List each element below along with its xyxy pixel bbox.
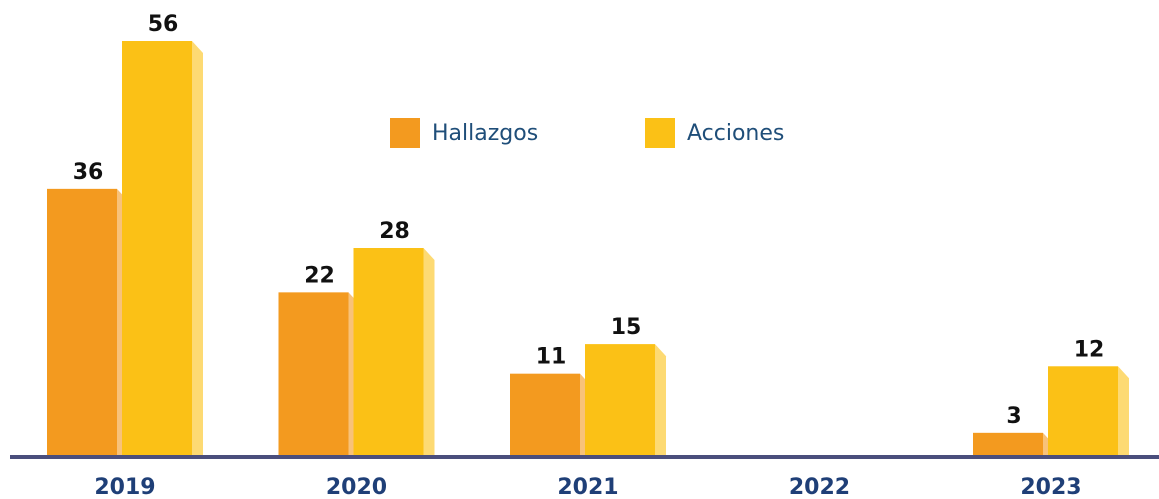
x-tick-label: 2019 — [94, 475, 155, 499]
data-label: 28 — [379, 219, 410, 244]
data-label: 36 — [73, 160, 104, 185]
data-label: 56 — [148, 12, 179, 37]
bar — [1048, 366, 1118, 455]
data-label: 15 — [611, 315, 642, 340]
bar — [278, 292, 349, 455]
bar — [585, 344, 655, 455]
x-tick-label: 2021 — [557, 475, 618, 499]
bar — [47, 188, 117, 455]
legend-label: Acciones — [687, 121, 784, 146]
bar — [122, 41, 192, 455]
legend-swatch — [390, 118, 420, 148]
bar — [510, 373, 580, 455]
data-label: 3 — [1006, 404, 1021, 429]
bar-side — [1118, 366, 1129, 455]
data-label: 22 — [304, 263, 335, 288]
bar-side — [192, 41, 203, 455]
data-label: 11 — [536, 345, 567, 370]
bar — [353, 248, 424, 455]
legend-label: Hallazgos — [432, 121, 538, 146]
x-tick-label: 2020 — [326, 475, 387, 499]
x-tick-label: 2022 — [789, 475, 850, 499]
bar-side — [423, 248, 435, 455]
bar-side — [655, 344, 666, 455]
data-label: 12 — [1074, 337, 1105, 362]
bar — [973, 432, 1043, 455]
x-tick-label: 2023 — [1020, 475, 1081, 499]
legend-swatch — [645, 118, 675, 148]
